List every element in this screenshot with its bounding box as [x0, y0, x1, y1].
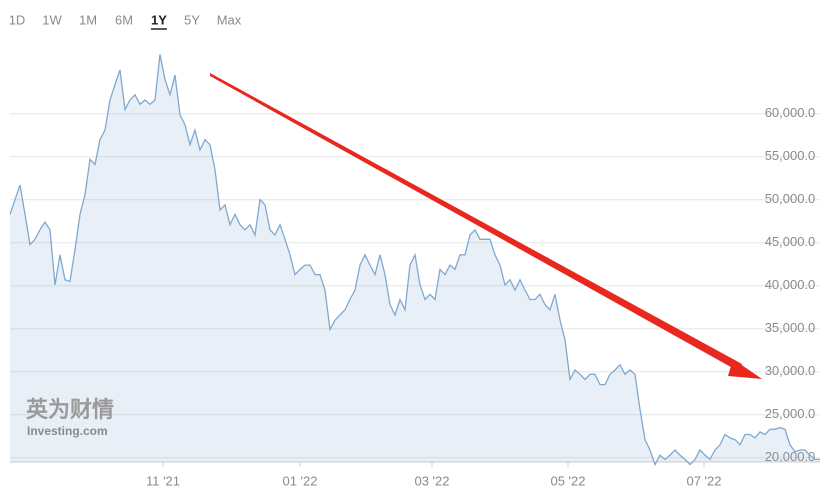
arrow-head [728, 359, 762, 379]
x-tick-label: 07 '22 [686, 473, 721, 488]
range-button[interactable]: 1M [79, 12, 97, 27]
area-fill [10, 54, 820, 465]
y-tick-label: 50,000.0 [765, 191, 816, 206]
range-button[interactable]: 5Y [184, 12, 200, 27]
y-tick-label: 40,000.0 [765, 277, 816, 292]
y-tick-label: 35,000.0 [765, 320, 816, 335]
y-tick-label: 25,000.0 [765, 406, 816, 421]
annotation-arrow [210, 73, 762, 379]
y-tick-label: 60,000.0 [765, 105, 816, 120]
x-tick-label: 03 '22 [414, 473, 449, 488]
x-tick-label: 05 '22 [550, 473, 585, 488]
range-button[interactable]: 1W [42, 12, 62, 27]
watermark-subtitle: Investing.com [27, 424, 108, 438]
y-tick-label: 45,000.0 [765, 234, 816, 249]
range-button[interactable]: 1D [9, 12, 26, 27]
range-button[interactable]: 6M [115, 12, 133, 27]
x-tick-label: 01 '22 [282, 473, 317, 488]
arrow-shaft [210, 73, 742, 371]
range-button[interactable]: Max [217, 12, 242, 27]
watermark: 英为财情 Investing.com [26, 397, 114, 438]
range-button[interactable]: 1Y [151, 12, 167, 27]
plot: 20,000.0 25,000.0 30,000.0 35,000.0 40,000.0… [9, 54, 820, 488]
price-line [9, 54, 820, 467]
y-tick-label: 30,000.0 [765, 363, 816, 378]
range-bar: 1D 1W 1M 6M 1Y 5Y Max [9, 12, 242, 30]
watermark-title: 英为财情 [26, 397, 114, 422]
x-tick-label: 11 '21 [146, 473, 180, 488]
y-tick-label: 55,000.0 [765, 148, 816, 163]
y-tick-label: 20,000.0 [765, 449, 816, 464]
